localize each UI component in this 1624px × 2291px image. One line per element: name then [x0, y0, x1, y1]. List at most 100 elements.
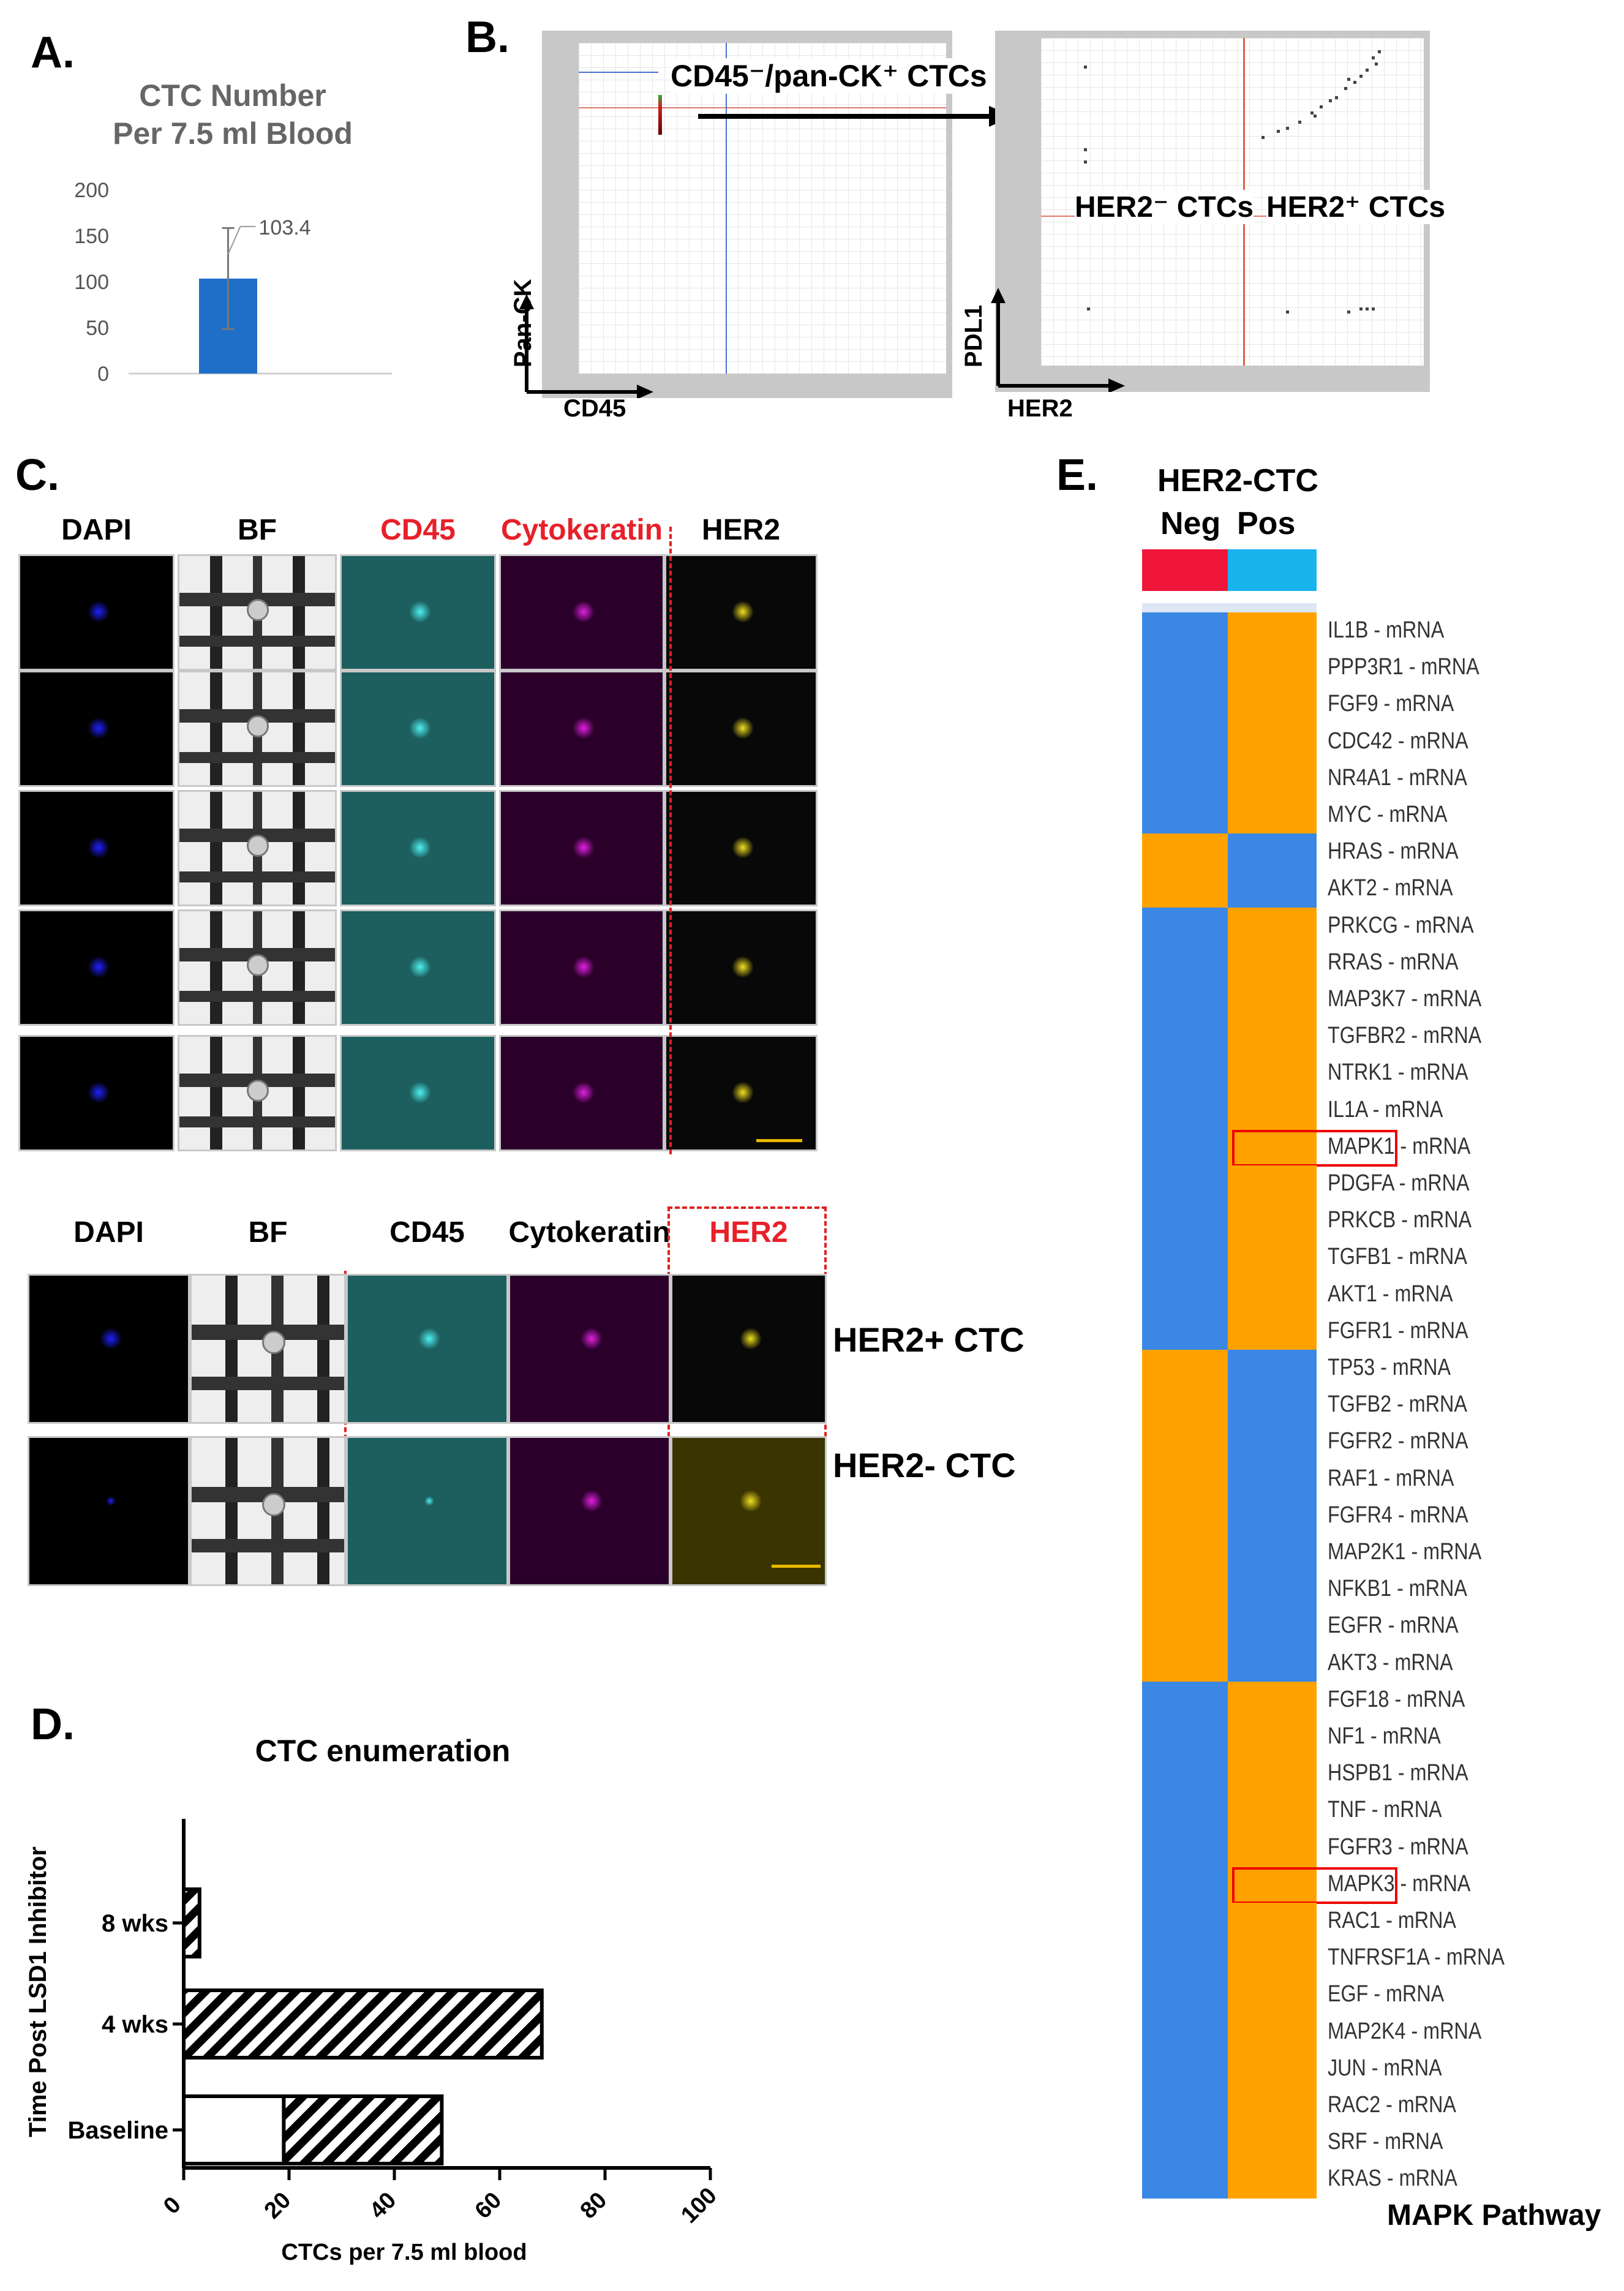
- cell-signal-cytokeratin: [573, 717, 595, 739]
- scatter-point: [1366, 69, 1369, 72]
- scatter-point: [1375, 62, 1378, 66]
- heatmap-cell-neg: [1142, 1571, 1228, 1609]
- heatmap-cell-neg: [1142, 612, 1228, 650]
- her2-neg-row-label: HER2- CTC: [833, 1446, 1016, 1484]
- tile-cytokeratin-row1: [499, 554, 664, 671]
- c-bottom-header-her2: HER2: [709, 1216, 788, 1249]
- heatmap-cell-pos: [1228, 2050, 1317, 2088]
- heatmap-cell-pos: [1228, 1829, 1317, 1867]
- bottom-tile-dapi-row1: [28, 1274, 190, 1424]
- panel-letter-c: C.: [15, 451, 59, 500]
- cell-signal-cd45: [408, 1082, 431, 1104]
- right-x-axis-label: HER2: [1007, 395, 1073, 422]
- heatmap-cell-neg: [1142, 2013, 1228, 2051]
- scatter-point: [1310, 111, 1314, 115]
- tile-dapi-row5: [18, 1035, 175, 1151]
- c-top-header-cd45: CD45: [380, 514, 456, 546]
- gate-arrow: [698, 106, 1013, 127]
- heatmap-cell-neg: [1142, 1976, 1228, 2014]
- gene-label: NFKB1 - mRNA: [1328, 1576, 1467, 1602]
- d-xlabel: CTCs per 7.5 ml blood: [281, 2240, 527, 2265]
- scatter-point: [1286, 310, 1289, 314]
- panel-letter-d: D.: [31, 1700, 75, 1749]
- scatter-point: [1335, 96, 1338, 99]
- tile-her2-row5: [664, 1035, 818, 1151]
- bar-her2-ctc-4-wks: [182, 1988, 544, 2060]
- tile-her2-row3: [664, 790, 818, 906]
- cell-signal-cd45: [408, 837, 431, 859]
- c-bottom-header-cd45: CD45: [389, 1216, 465, 1249]
- scatter-point: [1366, 307, 1369, 310]
- tile-cd45-row4: [340, 909, 496, 1026]
- heatmap-cell-pos: [1228, 1460, 1317, 1498]
- gene-label: PRKCG - mRNA: [1328, 912, 1474, 938]
- d-ytick-label: Baseline: [67, 2117, 168, 2144]
- gene-label: CDC42 - mRNA: [1328, 728, 1468, 754]
- bf-cell: [247, 954, 269, 976]
- gene-label: TGFBR2 - mRNA: [1328, 1023, 1482, 1049]
- d-xtick-label: 0: [159, 2192, 186, 2219]
- tile-bf-row3: [178, 790, 337, 906]
- heatmap-cell-neg: [1142, 870, 1228, 908]
- gene-label: FGFR2 - mRNA: [1328, 1428, 1468, 1454]
- gene-label: RRAS - mRNA: [1328, 949, 1459, 975]
- gene-label: AKT3 - mRNA: [1328, 1649, 1453, 1676]
- panel-letter-e: E.: [1056, 451, 1099, 500]
- heatmap-col-neg: Neg: [1160, 506, 1221, 541]
- heatmap-cell-neg: [1142, 1903, 1228, 1941]
- heatmap-cell-pos: [1228, 944, 1317, 982]
- cell-signal-cytokeratin: [573, 1082, 595, 1104]
- gene-label: TP53 - mRNA: [1328, 1355, 1451, 1380]
- heatmap-cell-neg: [1142, 1018, 1228, 1056]
- gene-highlight-box: [1232, 1867, 1397, 1904]
- scatter-point: [1084, 66, 1087, 69]
- tile-dapi-row3: [18, 790, 175, 906]
- bar-her2-ctc-8-wks: [182, 1887, 201, 1958]
- cell-signal-cytokeratin: [573, 601, 595, 623]
- bf-grid-line: [192, 1377, 344, 1390]
- right-y-axis-label: PDL1: [960, 304, 987, 367]
- heatmap-cell-pos: [1228, 1165, 1317, 1203]
- gene-label: FGFR3 - mRNA: [1328, 1834, 1468, 1860]
- heatmap-cell-pos: [1228, 1497, 1317, 1535]
- gene-label: KRAS - mRNA: [1328, 2165, 1457, 2192]
- cell-signal-dapi: [87, 1082, 110, 1104]
- heatmap-cell-neg: [1142, 759, 1228, 797]
- bottom-tile-cd45-row1: [346, 1274, 508, 1424]
- cell-signal-her2: [732, 1082, 754, 1104]
- heatmap-cell-neg: [1142, 723, 1228, 761]
- heatmap-header: HER2-CTC: [1157, 463, 1318, 498]
- c-dashed-separator: [669, 527, 672, 1154]
- her2-pos-row-label: HER2+ CTC: [833, 1320, 1024, 1359]
- panel-d-chart: 8 wks 4 wks Baseline 0 20 40 60 80 100 CTCs per 7…: [67, 1819, 722, 2265]
- gene-label: RAC1 - mRNA: [1328, 1908, 1456, 1933]
- panel-letter-a: A.: [31, 28, 75, 77]
- cell-signal-cd45: [408, 956, 431, 978]
- heatmap-cell-neg: [1142, 1350, 1228, 1388]
- bf-grid-line: [179, 636, 335, 647]
- cell-signal-cytokeratin: [573, 956, 595, 978]
- bf-grid-line: [179, 752, 335, 763]
- tile-bf-row1: [178, 554, 337, 671]
- heatmap-cell-pos: [1228, 1976, 1317, 2014]
- bottom-tile-bf-row2: [190, 1436, 346, 1586]
- tile-cd45-row5: [340, 1035, 496, 1151]
- panel-a-title-line1: CTC Number: [139, 78, 326, 113]
- heatmap-cell-pos: [1228, 1755, 1317, 1793]
- tile-cd45-row2: [340, 671, 496, 787]
- heatmap-cell-pos: [1228, 1091, 1317, 1129]
- c-bottom-header-dapi: DAPI: [73, 1216, 144, 1249]
- d-ytick-label: 4 wks: [102, 2011, 168, 2038]
- bottom-tile-her2-row1: [671, 1274, 827, 1424]
- panel-a-label-leader: [227, 225, 256, 255]
- heatmap-cell-neg: [1142, 1939, 1228, 1977]
- bottom-tile-bf-row1: [190, 1274, 346, 1424]
- pos-color-bar: [1228, 549, 1317, 591]
- heatmap-cell-neg: [1142, 1423, 1228, 1461]
- heatmap-cell-neg: [1142, 649, 1228, 687]
- gene-label: MAP3K7 - mRNA: [1328, 986, 1482, 1012]
- scatter-point: [1084, 160, 1087, 164]
- heatmap-cell-neg: [1142, 1792, 1228, 1830]
- c-top-header-her2: HER2: [701, 514, 781, 546]
- scatter-point: [1298, 121, 1301, 124]
